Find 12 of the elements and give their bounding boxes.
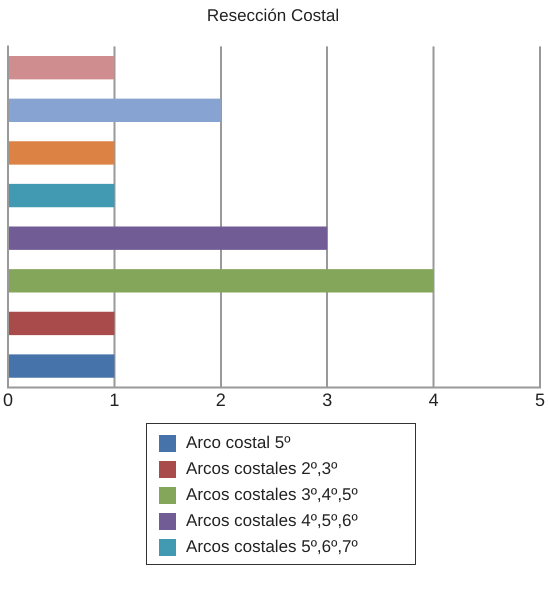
x-tick-label: 3 xyxy=(322,390,332,410)
legend-label: Arcos costales 3º,4º,5º xyxy=(186,485,358,505)
chart-title: Resección Costal xyxy=(206,6,340,25)
legend-label: Arcos costales 4º,5º,6º xyxy=(186,511,358,531)
x-tick-label: 2 xyxy=(216,390,226,410)
legend-label: Arcos costales 2º,3º xyxy=(186,459,338,479)
x-tick-label: 0 xyxy=(3,390,14,410)
legend-label: Arcos costales 5º,6º,7º xyxy=(186,537,358,557)
x-tick-label: 4 xyxy=(428,390,439,410)
x-tick-label: 1 xyxy=(109,390,120,410)
x-tick-label: 5 xyxy=(534,390,545,410)
legend-label: Arco costal 5º xyxy=(186,433,290,453)
